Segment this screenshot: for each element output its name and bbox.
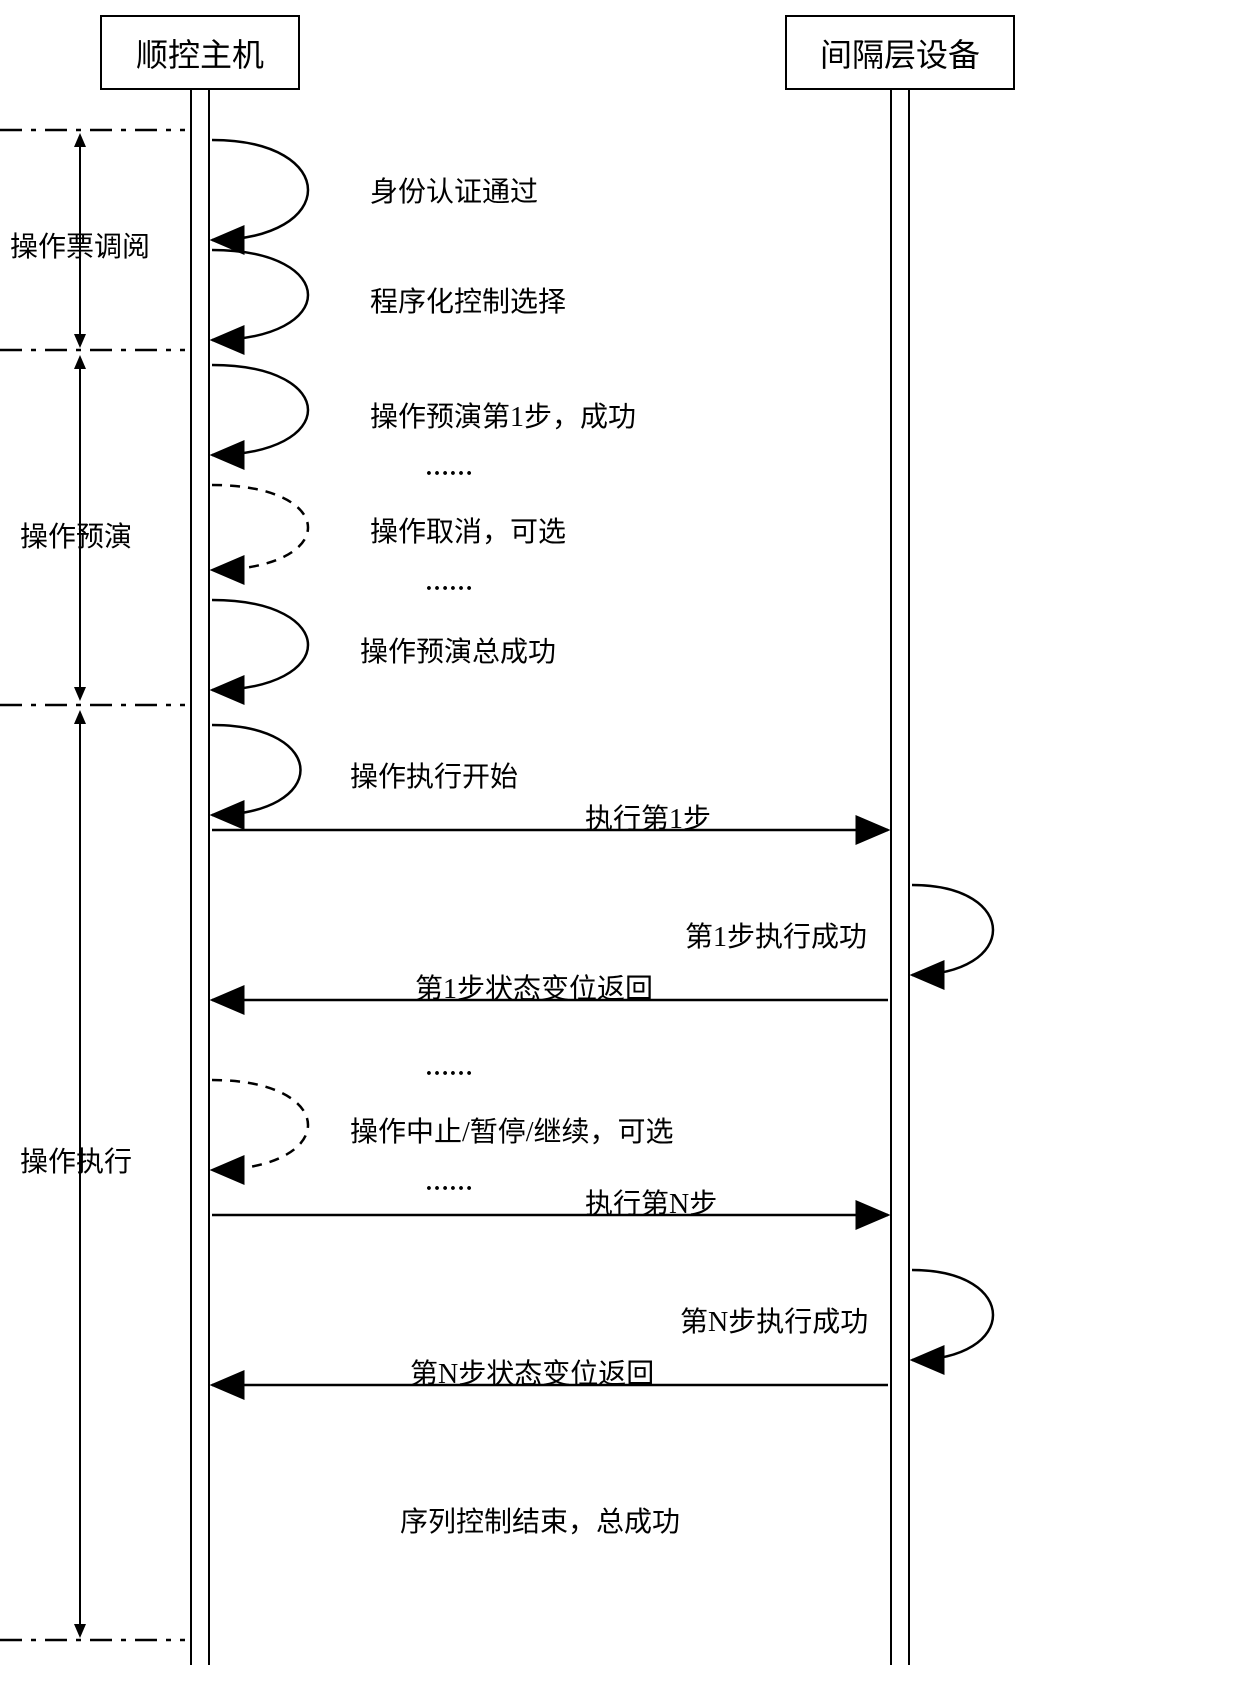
lifeline-host [190,90,210,1665]
phase-label-2: 操作预演 [20,515,132,555]
self-loop-label-stepn-ok: 第N步执行成功 [680,1300,868,1340]
self-loop-label-step1-ok: 第1步执行成功 [685,915,867,955]
phase-label-1: 操作票调阅 [10,225,150,265]
participant-host-label: 顺控主机 [136,30,264,76]
self-loop-label-pause: 操作中止/暂停/继续，可选 [350,1110,674,1150]
lifeline-device [890,90,910,1665]
message-label-returnn: 第N步状态变位返回 [410,1352,654,1392]
participant-device-label: 间隔层设备 [820,30,980,76]
message-label-execn: 执行第N步 [585,1182,717,1222]
ellipsis-1: …… [425,455,473,482]
phase-label-3: 操作执行 [20,1140,132,1180]
final-label: 序列控制结束，总成功 [400,1500,680,1540]
self-loop-label-preview1: 操作预演第1步，成功 [370,395,636,435]
self-loop-label-preview-ok: 操作预演总成功 [360,630,556,670]
diagram-svg [0,0,1240,1686]
self-loop-label-select: 程序化控制选择 [370,280,566,320]
ellipsis-4: …… [425,1170,473,1197]
participant-device: 间隔层设备 [785,15,1015,90]
message-label-return1: 第1步状态变位返回 [415,967,653,1007]
ellipsis-3: …… [425,1055,473,1082]
self-loop-label-cancel: 操作取消，可选 [370,510,566,550]
self-loop-label-exec-start: 操作执行开始 [350,755,518,795]
participant-host: 顺控主机 [100,15,300,90]
self-loop-label-auth: 身份认证通过 [370,170,538,210]
ellipsis-2: …… [425,570,473,597]
message-label-exec1: 执行第1步 [585,797,711,837]
